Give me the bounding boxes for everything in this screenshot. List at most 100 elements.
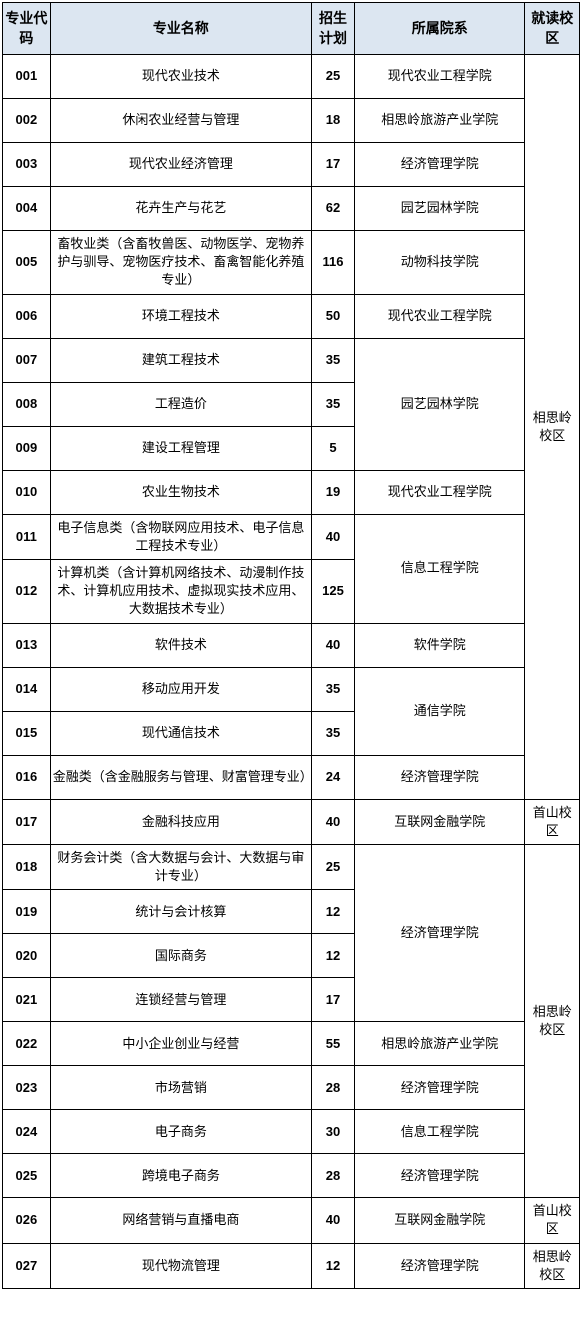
cell-dept: 经济管理学院 (355, 1154, 525, 1198)
cell-name: 农业生物技术 (50, 470, 311, 514)
cell-name: 休闲农业经营与管理 (50, 99, 311, 143)
cell-plan: 18 (311, 99, 354, 143)
cell-dept: 通信学院 (355, 667, 525, 755)
cell-plan: 12 (311, 934, 354, 978)
cell-name: 畜牧业类（含畜牧兽医、动物医学、宠物养护与驯导、宠物医疗技术、畜禽智能化养殖专业… (50, 231, 311, 295)
cell-campus: 相思岭校区 (525, 55, 580, 800)
table-row: 002休闲农业经营与管理18相思岭旅游产业学院 (3, 99, 580, 143)
cell-plan: 35 (311, 667, 354, 711)
table-row: 005畜牧业类（含畜牧兽医、动物医学、宠物养护与驯导、宠物医疗技术、畜禽智能化养… (3, 231, 580, 295)
cell-plan: 28 (311, 1066, 354, 1110)
cell-dept: 互联网金融学院 (355, 799, 525, 844)
cell-code: 022 (3, 1022, 51, 1066)
cell-dept: 动物科技学院 (355, 231, 525, 295)
cell-plan: 116 (311, 231, 354, 295)
cell-name: 电子信息类（含物联网应用技术、电子信息工程技术专业） (50, 514, 311, 559)
cell-code: 015 (3, 711, 51, 755)
cell-dept: 经济管理学院 (355, 844, 525, 1021)
header-code: 专业代码 (3, 3, 51, 55)
cell-code: 025 (3, 1154, 51, 1198)
table-row: 001现代农业技术25现代农业工程学院相思岭校区 (3, 55, 580, 99)
cell-plan: 50 (311, 294, 354, 338)
cell-name: 工程造价 (50, 382, 311, 426)
cell-name: 现代农业技术 (50, 55, 311, 99)
cell-campus: 相思岭校区 (525, 1243, 580, 1288)
table-row: 011电子信息类（含物联网应用技术、电子信息工程技术专业）40信息工程学院 (3, 514, 580, 559)
header-name: 专业名称 (50, 3, 311, 55)
cell-code: 027 (3, 1243, 51, 1288)
cell-dept: 相思岭旅游产业学院 (355, 1022, 525, 1066)
cell-dept: 现代农业工程学院 (355, 470, 525, 514)
cell-plan: 35 (311, 711, 354, 755)
table-row: 004花卉生产与花艺62园艺园林学院 (3, 187, 580, 231)
cell-plan: 40 (311, 799, 354, 844)
cell-plan: 125 (311, 559, 354, 623)
cell-dept: 互联网金融学院 (355, 1198, 525, 1243)
cell-code: 013 (3, 623, 51, 667)
table-row: 026网络营销与直播电商40互联网金融学院首山校区 (3, 1198, 580, 1243)
table-row: 018财务会计类（含大数据与会计、大数据与审计专业）25经济管理学院相思岭校区 (3, 844, 580, 889)
cell-code: 014 (3, 667, 51, 711)
table-row: 010农业生物技术19现代农业工程学院 (3, 470, 580, 514)
cell-name: 电子商务 (50, 1110, 311, 1154)
cell-plan: 19 (311, 470, 354, 514)
table-row: 025跨境电子商务28经济管理学院 (3, 1154, 580, 1198)
cell-code: 006 (3, 294, 51, 338)
cell-plan: 24 (311, 755, 354, 799)
cell-campus: 首山校区 (525, 799, 580, 844)
cell-dept: 软件学院 (355, 623, 525, 667)
cell-name: 花卉生产与花艺 (50, 187, 311, 231)
admission-table: 专业代码 专业名称 招生计划 所属院系 就读校区 001现代农业技术25现代农业… (2, 2, 580, 1289)
table-row: 013软件技术40软件学院 (3, 623, 580, 667)
cell-code: 005 (3, 231, 51, 295)
cell-plan: 30 (311, 1110, 354, 1154)
cell-name: 建设工程管理 (50, 426, 311, 470)
cell-plan: 12 (311, 890, 354, 934)
cell-dept: 经济管理学院 (355, 1243, 525, 1288)
cell-plan: 35 (311, 382, 354, 426)
table-row: 006环境工程技术50现代农业工程学院 (3, 294, 580, 338)
cell-name: 计算机类（含计算机网络技术、动漫制作技术、计算机应用技术、虚拟现实技术应用、大数… (50, 559, 311, 623)
cell-dept: 信息工程学院 (355, 1110, 525, 1154)
cell-code: 002 (3, 99, 51, 143)
cell-code: 024 (3, 1110, 51, 1154)
table-row: 027现代物流管理12经济管理学院相思岭校区 (3, 1243, 580, 1288)
cell-campus: 首山校区 (525, 1198, 580, 1243)
cell-code: 017 (3, 799, 51, 844)
cell-name: 金融科技应用 (50, 799, 311, 844)
cell-campus: 相思岭校区 (525, 844, 580, 1197)
cell-dept: 现代农业工程学院 (355, 55, 525, 99)
cell-dept: 园艺园林学院 (355, 187, 525, 231)
cell-dept: 园艺园林学院 (355, 338, 525, 470)
cell-plan: 40 (311, 623, 354, 667)
table-row: 007建筑工程技术35园艺园林学院 (3, 338, 580, 382)
cell-plan: 25 (311, 55, 354, 99)
cell-name: 移动应用开发 (50, 667, 311, 711)
header-campus: 就读校区 (525, 3, 580, 55)
cell-code: 012 (3, 559, 51, 623)
cell-name: 国际商务 (50, 934, 311, 978)
cell-name: 市场营销 (50, 1066, 311, 1110)
cell-code: 010 (3, 470, 51, 514)
table-row: 014移动应用开发35通信学院 (3, 667, 580, 711)
table-row: 023市场营销28经济管理学院 (3, 1066, 580, 1110)
cell-dept: 经济管理学院 (355, 143, 525, 187)
cell-code: 003 (3, 143, 51, 187)
cell-plan: 62 (311, 187, 354, 231)
cell-plan: 28 (311, 1154, 354, 1198)
table-row: 024电子商务30信息工程学院 (3, 1110, 580, 1154)
cell-dept: 经济管理学院 (355, 755, 525, 799)
header-plan: 招生计划 (311, 3, 354, 55)
cell-plan: 5 (311, 426, 354, 470)
cell-name: 现代物流管理 (50, 1243, 311, 1288)
cell-code: 021 (3, 978, 51, 1022)
cell-plan: 17 (311, 143, 354, 187)
cell-plan: 25 (311, 844, 354, 889)
cell-plan: 40 (311, 1198, 354, 1243)
cell-name: 现代通信技术 (50, 711, 311, 755)
cell-code: 026 (3, 1198, 51, 1243)
cell-name: 中小企业创业与经营 (50, 1022, 311, 1066)
table-row: 022中小企业创业与经营55相思岭旅游产业学院 (3, 1022, 580, 1066)
cell-plan: 40 (311, 514, 354, 559)
cell-code: 016 (3, 755, 51, 799)
